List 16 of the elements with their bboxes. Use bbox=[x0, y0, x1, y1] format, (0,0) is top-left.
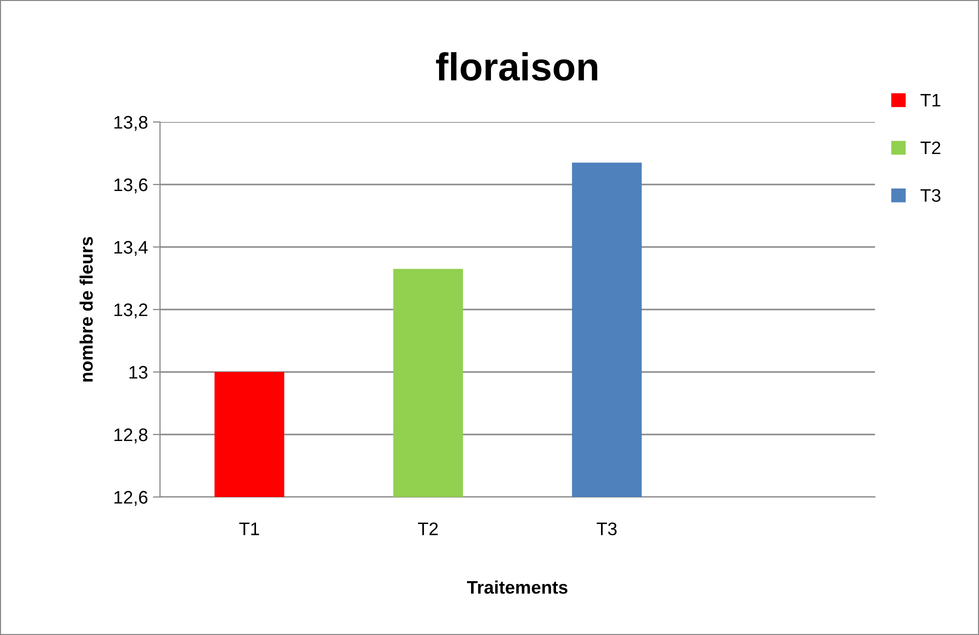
legend-label: T2 bbox=[920, 141, 940, 154]
x-tick-label: T3 bbox=[596, 522, 617, 536]
x-axis-title: Traitements bbox=[467, 580, 568, 594]
y-axis-title: nombre de fleurs bbox=[80, 236, 93, 382]
y-tick-label: 13,4 bbox=[114, 240, 148, 256]
chart-title: floraison bbox=[436, 52, 598, 81]
y-tick-label: 12,8 bbox=[114, 428, 148, 444]
y-tick-label: 13,6 bbox=[114, 178, 148, 194]
x-tick-label: T2 bbox=[418, 522, 438, 536]
y-tick-label: 13 bbox=[129, 366, 148, 379]
y-tick-label: 12,6 bbox=[114, 490, 148, 506]
y-tick-label: 13,8 bbox=[114, 116, 148, 131]
legend-label: T3 bbox=[920, 189, 940, 202]
y-tick-label: 13,2 bbox=[114, 303, 148, 318]
x-tick-label: T1 bbox=[239, 522, 260, 536]
legend-label: T1 bbox=[920, 94, 940, 106]
